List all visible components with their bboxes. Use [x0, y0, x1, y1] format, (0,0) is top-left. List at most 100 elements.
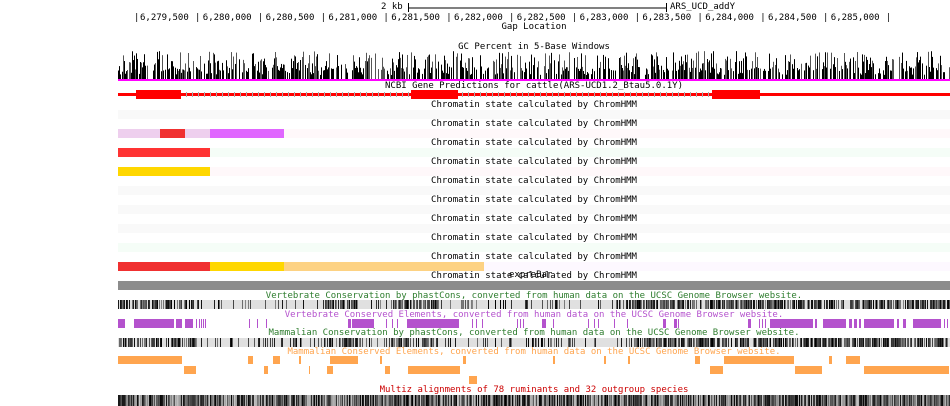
chromatin-state-track[interactable]: [118, 129, 950, 138]
vert-cons-track[interactable]: [118, 300, 950, 309]
chromatin-state-track[interactable]: [118, 243, 950, 252]
multiz-bar: [562, 395, 563, 406]
gc-bar: [534, 57, 535, 79]
chromatin-state-track[interactable]: [118, 205, 950, 214]
gene-track-label[interactable]: NCBI Gene Predictions for cattle(ARS-UCD…: [384, 81, 683, 91]
chromatin-state-track[interactable]: [118, 110, 950, 119]
gc-bar: [701, 70, 702, 79]
cons-bar: [536, 338, 537, 347]
exprebar-bar[interactable]: [118, 281, 950, 290]
gc-bar: [584, 73, 585, 79]
multiz-bar: [406, 395, 407, 406]
multiz-track[interactable]: [118, 395, 950, 406]
chromatin-track-label[interactable]: Chromatin state calculated by ChromHMM: [431, 214, 637, 224]
chromatin-segment[interactable]: [118, 129, 160, 138]
cons-bar: [818, 300, 819, 309]
vert-cons-label[interactable]: Vertebrate Conservation by phastCons, co…: [265, 291, 803, 301]
gc-bar: [684, 70, 685, 79]
multiz-bar: [904, 395, 905, 406]
multiz-bar: [491, 395, 492, 406]
multiz-bar: [434, 395, 435, 406]
cons-bar: [832, 300, 833, 309]
gc-bar: [576, 67, 577, 79]
cons-bar: [270, 338, 271, 347]
multiz-bar: [262, 395, 263, 406]
multiz-bar: [914, 395, 915, 406]
multiz-bar: [673, 395, 674, 406]
exprebar-label[interactable]: expreBar: [509, 270, 553, 280]
chromatin-track-label[interactable]: Chromatin state calculated by ChromHMM: [431, 100, 637, 110]
gene-strand-arrow: [528, 92, 529, 97]
chromatin-segment[interactable]: [209, 262, 285, 271]
gc-bar: [664, 72, 665, 79]
chromatin-track-label[interactable]: Chromatin state calculated by ChromHMM: [431, 119, 637, 129]
multiz-bar: [499, 395, 500, 406]
multiz-bar: [908, 395, 909, 406]
base-position-ruler[interactable]: | 6,279,500 | 6,280,000 | 6,280,500 | 6,281,000…: [134, 13, 894, 24]
conserved-element: [199, 319, 200, 328]
multiz-bar: [824, 395, 825, 406]
cons-bar: [681, 338, 682, 347]
gc-bar: [346, 68, 347, 79]
chromatin-segment[interactable]: [118, 167, 210, 176]
cons-bar: [138, 338, 139, 347]
chromatin-track-label[interactable]: Chromatin state calculated by ChromHMM: [431, 195, 637, 205]
multiz-bar: [122, 395, 123, 406]
cons-bar: [781, 300, 782, 309]
chromatin-track-label[interactable]: Chromatin state calculated by ChromHMM: [431, 233, 637, 243]
multiz-bar: [424, 395, 425, 406]
multiz-bar: [118, 395, 119, 406]
multiz-bar: [788, 395, 789, 406]
chromatin-track-label[interactable]: Chromatin state calculated by ChromHMM: [431, 138, 637, 148]
multiz-bar: [827, 395, 828, 406]
ncbi-gene-track[interactable]: [118, 90, 950, 100]
chromatin-segment[interactable]: [284, 262, 485, 271]
vert-elem-label[interactable]: Vertebrate Conserved Elements, converted…: [284, 310, 784, 320]
mamm-cons-label[interactable]: Mammalian Conservation by phastCons, con…: [268, 328, 800, 338]
chromatin-state-track[interactable]: [118, 148, 950, 157]
multiz-label[interactable]: Multiz alignments of 78 ruminants and 32…: [379, 385, 689, 395]
mamm-cons-track[interactable]: [118, 338, 950, 347]
gc-bar: [180, 52, 181, 79]
gap-track-label[interactable]: Gap Location: [501, 22, 567, 32]
cons-bar: [569, 338, 570, 347]
chromatin-track-label[interactable]: Chromatin state calculated by ChromHMM: [431, 271, 637, 281]
cons-bar: [729, 300, 730, 309]
multiz-bar: [150, 395, 151, 406]
multiz-bar: [451, 395, 452, 406]
gc-track-label[interactable]: GC Percent in 5-Base Windows: [458, 42, 610, 52]
multiz-bar: [803, 395, 804, 406]
chromatin-track-label[interactable]: Chromatin state calculated by ChromHMM: [431, 157, 637, 167]
cons-bar: [533, 338, 534, 347]
gc-bar: [422, 73, 423, 79]
chromatin-segment[interactable]: [118, 262, 210, 271]
chromatin-state-track[interactable]: [118, 186, 950, 195]
chromatin-segment[interactable]: [159, 129, 185, 138]
chromatin-state-track[interactable]: [118, 262, 950, 271]
chromatin-segment[interactable]: [184, 129, 210, 138]
chromatin-track-label[interactable]: Chromatin state calculated by ChromHMM: [431, 176, 637, 186]
multiz-bar: [493, 395, 494, 406]
chromatin-state-track[interactable]: [118, 167, 950, 176]
ruler-tick: |: [571, 13, 578, 23]
gc-percent-track[interactable]: [118, 51, 950, 81]
mamm-elem-track[interactable]: [118, 356, 950, 386]
vert-elem-track[interactable]: [118, 319, 950, 328]
gc-bar: [506, 68, 507, 79]
cons-bar: [137, 338, 138, 347]
chromatin-segment[interactable]: [118, 148, 210, 157]
conserved-element: [309, 366, 310, 374]
multiz-bar: [941, 395, 942, 406]
multiz-bar: [164, 395, 165, 406]
chromatin-track-label[interactable]: Chromatin state calculated by ChromHMM: [431, 252, 637, 262]
multiz-bar: [190, 395, 191, 406]
cons-bar: [408, 338, 409, 347]
multiz-bar: [379, 395, 380, 406]
chromatin-segment[interactable]: [209, 129, 285, 138]
cons-bar: [396, 338, 397, 347]
multiz-bar: [555, 395, 556, 406]
cons-bar: [759, 300, 760, 309]
mamm-elem-label[interactable]: Mammalian Conserved Elements, converted …: [287, 347, 781, 357]
chromatin-state-track[interactable]: [118, 224, 950, 233]
cons-bar: [123, 338, 124, 347]
